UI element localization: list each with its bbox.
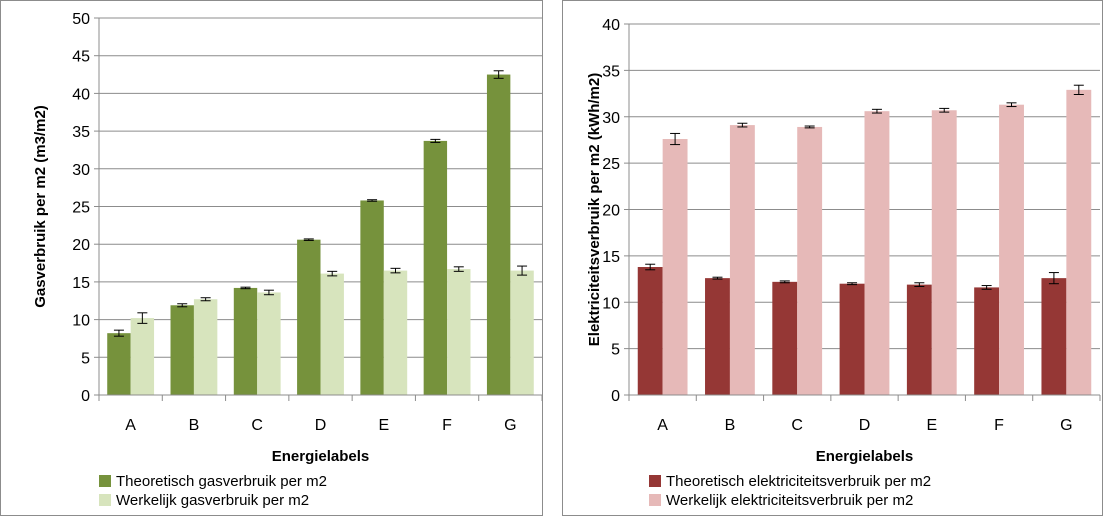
gas-legend-swatch — [99, 494, 111, 506]
elec-ytick-label: 40 — [602, 17, 620, 34]
gas-bar-theoretisch — [486, 74, 511, 396]
gas-chart-panel: 0 5 10 15 20 25 30 35 40 45 50 A B C D E F G Energielabels… — [0, 0, 543, 516]
elec-ytick-label: 0 — [611, 388, 620, 405]
gas-bar-werkelijk — [257, 292, 281, 395]
electricity-chart: 0 5 10 15 20 25 30 35 40 A B C D E F G Energielabels Elek… — [586, 17, 1101, 509]
electricity-chart-panel: 0 5 10 15 20 25 30 35 40 A B C D E F G Energielabels Elek… — [562, 0, 1103, 516]
gas-bar-theoretisch — [170, 305, 194, 395]
gas-bar-werkelijk — [447, 269, 471, 395]
gas-ytick-label: 35 — [72, 124, 90, 141]
elec-category-label: D — [859, 417, 871, 434]
gas-bar-theoretisch — [233, 287, 258, 395]
elec-bar-werkelijk — [797, 126, 823, 395]
elec-bar-werkelijk — [999, 104, 1024, 395]
elec-bar-werkelijk — [662, 139, 688, 395]
gas-legend-swatch — [99, 475, 111, 487]
gas-bar-werkelijk — [383, 270, 408, 395]
elec-legend-label: Werkelijk elektriciteitsverbruik per m2 — [666, 492, 913, 509]
gas-ytick-label: 15 — [72, 275, 90, 292]
gas-ytick-label: 50 — [72, 11, 90, 28]
elec-ytick-label: 30 — [602, 110, 620, 127]
gas-ytick-label: 0 — [81, 388, 90, 405]
gas-ytick-label: 20 — [72, 237, 90, 254]
gas-bar-theoretisch — [360, 200, 384, 395]
gas-ytick-label: 45 — [72, 49, 90, 66]
gas-chart: 0 5 10 15 20 25 30 35 40 45 50 A B C D E F G Energielabels… — [32, 11, 543, 509]
elec-ytick-label: 10 — [602, 295, 620, 312]
gas-legend-label: Werkelijk gasverbruik per m2 — [116, 492, 309, 509]
gas-category-label: A — [125, 417, 136, 434]
elec-bar-theoretisch — [772, 281, 798, 395]
elec-bar-werkelijk — [931, 110, 957, 395]
elec-bar-theoretisch — [705, 278, 730, 395]
gas-category-label: B — [189, 417, 200, 434]
elec-bar-werkelijk — [1066, 89, 1092, 395]
elec-bar-theoretisch — [1041, 278, 1067, 395]
gas-category-label: G — [504, 417, 516, 434]
elec-legend-label: Theoretisch elektriciteitsverbruik per m… — [666, 473, 931, 490]
elec-bar-theoretisch — [974, 287, 1000, 395]
elec-ytick-label: 15 — [602, 249, 620, 266]
gas-ytick-label: 40 — [72, 86, 90, 103]
elec-bar-theoretisch — [906, 284, 932, 395]
elec-category-label: E — [926, 417, 937, 434]
elec-y-axis-title: Elektriciteitsverbruik per m2 (kWh/m2) — [586, 73, 603, 346]
gas-category-label: D — [315, 417, 327, 434]
gas-bar-theoretisch — [107, 333, 131, 395]
gas-ytick-label: 10 — [72, 313, 90, 330]
gas-bar-werkelijk — [510, 270, 534, 395]
elec-category-label: B — [725, 417, 736, 434]
gas-bar-werkelijk — [130, 318, 155, 395]
gas-x-axis-title: Energielabels — [272, 448, 370, 465]
gas-bar-werkelijk — [193, 299, 218, 395]
elec-category-label: F — [994, 417, 1004, 434]
gas-category-label: F — [442, 417, 452, 434]
gas-ytick-label: 30 — [72, 162, 90, 179]
elec-category-label: C — [791, 417, 803, 434]
elec-bar-werkelijk — [729, 125, 755, 395]
elec-x-axis-title: Energielabels — [816, 448, 914, 465]
gas-ytick-label: 5 — [81, 350, 90, 367]
gas-y-axis-title: Gasverbruik per m2 (m3/m2) — [32, 105, 49, 308]
elec-ytick-label: 20 — [602, 203, 620, 220]
elec-category-label: G — [1060, 417, 1072, 434]
gas-category-label: E — [378, 417, 389, 434]
elec-legend-swatch — [649, 494, 661, 506]
elec-bar-theoretisch — [839, 283, 865, 395]
gas-bar-theoretisch — [423, 140, 448, 395]
elec-bar-werkelijk — [864, 111, 890, 395]
gas-legend-label: Theoretisch gasverbruik per m2 — [116, 473, 327, 490]
gas-bar-werkelijk — [320, 273, 344, 395]
elec-category-label: A — [657, 417, 668, 434]
gas-bar-theoretisch — [297, 239, 321, 395]
elec-ytick-label: 5 — [611, 342, 620, 359]
elec-ytick-label: 25 — [602, 156, 620, 173]
elec-bar-theoretisch — [637, 267, 663, 395]
elec-legend-swatch — [649, 475, 661, 487]
elec-ytick-label: 35 — [602, 63, 620, 80]
gas-category-label: C — [251, 417, 263, 434]
gas-ytick-label: 25 — [72, 200, 90, 217]
